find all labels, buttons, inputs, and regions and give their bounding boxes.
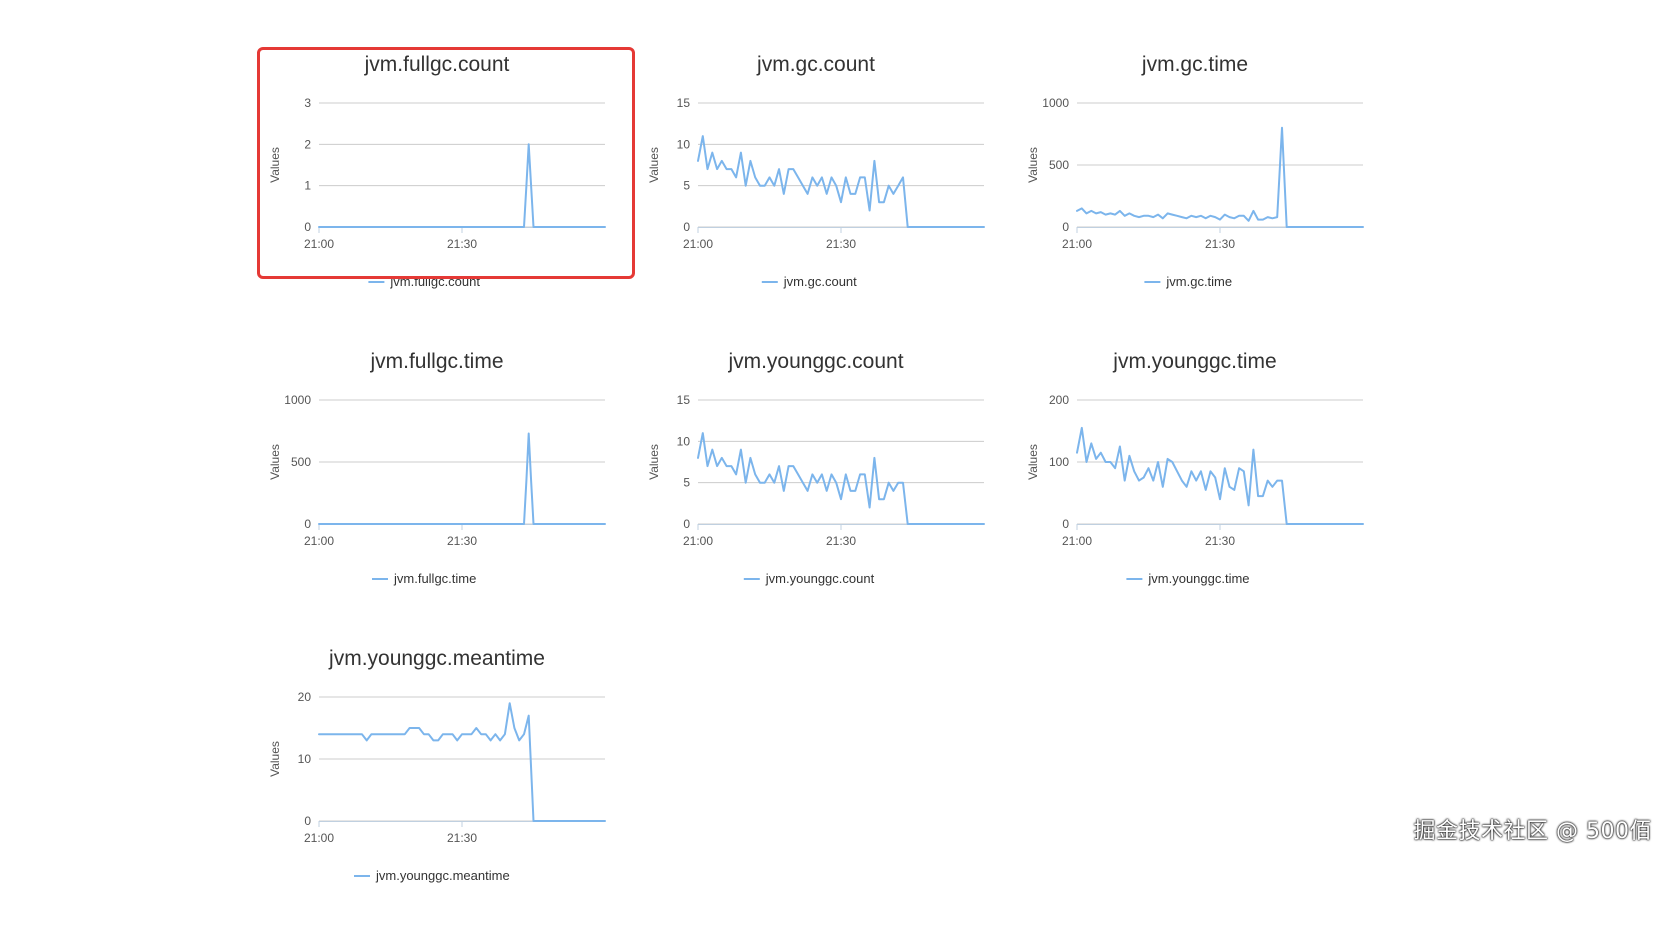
series-line: [318, 702, 606, 822]
legend-label: jvm.younggc.time: [1147, 571, 1249, 586]
y-axis-label: Values: [1026, 444, 1040, 480]
series-line: [1076, 126, 1364, 228]
y-tick-label: 500: [1049, 158, 1069, 172]
chart-title: jvm.younggc.count: [727, 350, 903, 373]
series-line: [318, 432, 606, 525]
x-tick-label: 21:00: [683, 534, 713, 548]
chart-younggc-time: jvm.younggc.time 0 100 200 21:00 21:30 Values j…: [1015, 344, 1375, 644]
chart-younggc-count: jvm.younggc.count 0 5 10 15 21:00 21:30 Values j…: [636, 344, 996, 644]
chart-title: jvm.younggc.meantime: [328, 647, 545, 670]
watermark: 掘金技术社区 @ 500佰: [1413, 819, 1652, 844]
chart-svg: jvm.fullgc.time 0 500 1000 21:00 21:30 Values j…: [268, 350, 606, 586]
y-tick-label: 0: [304, 517, 311, 531]
chart-gc-count: jvm.gc.count 0 5 10 15 21:00 21:30 Values jvm.gc…: [636, 47, 996, 347]
chart-title: jvm.gc.count: [756, 53, 875, 76]
y-axis-label: Values: [647, 147, 661, 183]
x-tick-label: 21:30: [1205, 534, 1235, 548]
y-tick-label: 10: [677, 434, 691, 448]
x-tick-label: 21:30: [447, 534, 477, 548]
y-tick-label: 0: [683, 220, 690, 234]
series-line: [697, 135, 985, 228]
y-axis-label: Values: [268, 444, 282, 480]
legend-label: jvm.gc.time: [1165, 274, 1232, 289]
y-tick-label: 1000: [1042, 96, 1069, 110]
chart-title: jvm.younggc.time: [1112, 350, 1276, 373]
chart-svg: jvm.younggc.count 0 5 10 15 21:00 21:30 Values j…: [647, 350, 985, 586]
y-axis-label: Values: [268, 147, 282, 183]
x-tick-label: 21:30: [826, 534, 856, 548]
chart-svg: jvm.younggc.time 0 100 200 21:00 21:30 Values j…: [1026, 350, 1364, 586]
series-line: [697, 432, 985, 525]
y-tick-label: 0: [1062, 220, 1069, 234]
y-tick-label: 0: [1062, 517, 1069, 531]
x-tick-label: 21:30: [447, 237, 477, 251]
y-tick-label: 15: [677, 96, 691, 110]
x-tick-label: 21:30: [447, 831, 477, 845]
x-tick-label: 21:00: [683, 237, 713, 251]
y-tick-label: 100: [1049, 455, 1069, 469]
chart-title: jvm.fullgc.time: [369, 350, 503, 373]
x-tick-label: 21:00: [304, 237, 334, 251]
x-tick-label: 21:00: [1062, 534, 1092, 548]
chart-gc-time: jvm.gc.time 0 500 1000 21:00 21:30 Values jvm.g…: [1015, 47, 1375, 347]
y-axis-label: Values: [647, 444, 661, 480]
y-tick-label: 5: [683, 179, 690, 193]
y-tick-label: 15: [677, 393, 691, 407]
chart-title: jvm.fullgc.count: [364, 53, 510, 76]
x-tick-label: 21:30: [826, 237, 856, 251]
legend-label: jvm.younggc.meantime: [375, 868, 510, 883]
y-tick-label: 500: [291, 455, 311, 469]
y-tick-label: 1: [304, 179, 311, 193]
legend-label: jvm.gc.count: [783, 274, 857, 289]
chart-svg: jvm.younggc.meantime 0 10 20 21:00 21:30 Value…: [268, 647, 606, 883]
highlight-box: [257, 47, 635, 279]
x-tick-label: 21:30: [1205, 237, 1235, 251]
y-tick-label: 1000: [284, 393, 311, 407]
y-tick-label: 2: [304, 137, 311, 151]
y-axis-label: Values: [1026, 147, 1040, 183]
chart-younggc-meantime: jvm.younggc.meantime 0 10 20 21:00 21:30 Value…: [257, 641, 617, 941]
chart-fullgc-time: jvm.fullgc.time 0 500 1000 21:00 21:30 Values j…: [257, 344, 617, 644]
chart-svg: jvm.gc.count 0 5 10 15 21:00 21:30 Values jvm.gc…: [647, 53, 985, 289]
y-tick-label: 200: [1049, 393, 1069, 407]
y-tick-label: 10: [298, 752, 312, 766]
y-tick-label: 0: [304, 220, 311, 234]
legend-label: jvm.younggc.count: [765, 571, 875, 586]
y-tick-label: 3: [304, 96, 311, 110]
x-tick-label: 21:00: [304, 534, 334, 548]
chart-title: jvm.gc.time: [1141, 53, 1248, 76]
y-tick-label: 0: [683, 517, 690, 531]
series-line: [318, 143, 606, 228]
x-tick-label: 21:00: [304, 831, 334, 845]
chart-svg: jvm.gc.time 0 500 1000 21:00 21:30 Values jvm.g…: [1026, 53, 1364, 289]
y-tick-label: 20: [298, 690, 312, 704]
y-axis-label: Values: [268, 741, 282, 777]
y-tick-label: 10: [677, 137, 691, 151]
y-tick-label: 5: [683, 476, 690, 490]
legend-label: jvm.fullgc.time: [393, 571, 476, 586]
x-tick-label: 21:00: [1062, 237, 1092, 251]
series-line: [1076, 426, 1364, 525]
y-tick-label: 0: [304, 814, 311, 828]
